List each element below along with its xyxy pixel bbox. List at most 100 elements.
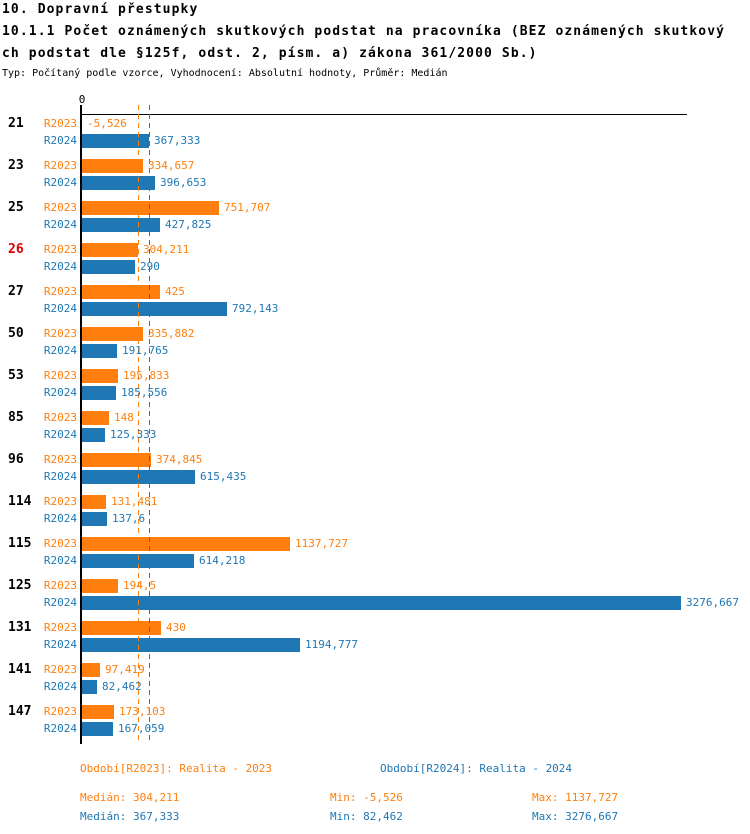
median-line-r2024 [149, 105, 150, 744]
category-label-114: 114 [8, 494, 32, 509]
bar-r2024-131 [82, 638, 300, 652]
bar-value-label: 131,481 [111, 495, 158, 508]
bar-value-label: 304,211 [143, 243, 190, 256]
bar-value-label: 195,833 [123, 369, 170, 382]
bar-r2024-141 [82, 680, 97, 694]
series-label-r2024: R2024 [43, 134, 77, 147]
series-label-r2023: R2023 [43, 579, 77, 592]
stat-min-r2023: Min: -5,526 [330, 791, 403, 804]
category-label-21: 21 [8, 116, 24, 131]
bar-value-label: 425 [165, 285, 185, 298]
y-axis-line [80, 105, 82, 744]
bar-r2023-27 [82, 285, 160, 299]
x-axis-line [80, 114, 687, 115]
bar-value-label: 194,5 [123, 579, 157, 592]
category-label-147: 147 [8, 704, 32, 719]
series-label-r2024: R2024 [43, 596, 77, 609]
bar-value-label: 148 [114, 411, 134, 424]
category-label-25: 25 [8, 200, 24, 215]
bar-value-label: 1137,727 [295, 537, 348, 550]
series-label-r2023: R2023 [43, 495, 77, 508]
series-label-r2023: R2023 [43, 327, 77, 340]
bar-r2024-26 [82, 260, 135, 274]
bar-value-label: 97,419 [105, 663, 145, 676]
bar-value-label: 427,825 [165, 218, 212, 231]
bar-value-label: 367,333 [154, 134, 201, 147]
series-label-r2024: R2024 [43, 554, 77, 567]
series-label-r2024: R2024 [43, 386, 77, 399]
bar-value-label: 374,845 [156, 453, 203, 466]
bar-r2023-53 [82, 369, 118, 383]
category-label-27: 27 [8, 284, 24, 299]
chart-subtitle: Typ: Počítaný podle vzorce, Vyhodnocení:… [2, 68, 448, 79]
bar-value-label: 792,143 [232, 302, 279, 315]
bar-r2023-96 [82, 453, 151, 467]
bar-r2024-53 [82, 386, 116, 400]
series-label-r2024: R2024 [43, 512, 77, 525]
series-label-r2024: R2024 [43, 428, 77, 441]
bar-r2023-23 [82, 159, 143, 173]
chart-title-line1: 10.1.1 Počet oznámených skutkových podst… [2, 24, 726, 39]
bar-r2023-26 [82, 243, 138, 257]
series-label-r2024: R2024 [43, 470, 77, 483]
series-label-r2024: R2024 [43, 302, 77, 315]
bar-r2024-27 [82, 302, 227, 316]
bar-value-label: 615,435 [200, 470, 247, 483]
category-label-96: 96 [8, 452, 24, 467]
chart-title-line2: ch podstat dle §125f, odst. 2, písm. a) … [2, 46, 538, 61]
series-label-r2023: R2023 [43, 159, 77, 172]
bar-value-label: 3276,667 [686, 596, 739, 609]
series-label-r2024: R2024 [43, 176, 77, 189]
bar-value-label: 173,103 [119, 705, 166, 718]
bar-value-label: 334,657 [148, 159, 195, 172]
bar-r2023-114 [82, 495, 106, 509]
bar-r2023-50 [82, 327, 143, 341]
category-label-26: 26 [8, 242, 24, 257]
category-label-141: 141 [8, 662, 32, 677]
bar-r2024-114 [82, 512, 107, 526]
bar-value-label: 191,765 [122, 344, 169, 357]
category-label-85: 85 [8, 410, 24, 425]
bar-r2024-21 [82, 134, 149, 148]
bar-r2024-50 [82, 344, 117, 358]
bar-value-label: 335,882 [148, 327, 195, 340]
bar-r2024-125 [82, 596, 681, 610]
bar-value-label: 185,556 [121, 386, 168, 399]
bar-value-label: 1194,777 [305, 638, 358, 651]
bar-r2023-141 [82, 663, 100, 677]
series-label-r2024: R2024 [43, 218, 77, 231]
category-label-23: 23 [8, 158, 24, 173]
bar-value-label: 396,653 [160, 176, 207, 189]
bar-r2024-147 [82, 722, 113, 736]
bar-r2023-115 [82, 537, 290, 551]
series-label-r2023: R2023 [43, 117, 77, 130]
stat-median-r2023: Medián: 304,211 [80, 791, 180, 804]
series-label-r2024: R2024 [43, 638, 77, 651]
series-label-r2023: R2023 [43, 243, 77, 256]
bar-value-label: 751,707 [224, 201, 271, 214]
legend-r2023-label: Období[R2023]: Realita - 2023 [80, 762, 273, 775]
stat-max-r2023: Max: 1137,727 [532, 791, 619, 804]
bar-value-label: 430 [166, 621, 186, 634]
series-label-r2023: R2023 [43, 621, 77, 634]
bar-r2023-125 [82, 579, 118, 593]
bar-r2024-85 [82, 428, 105, 442]
series-label-r2024: R2024 [43, 680, 77, 693]
legend-r2024-label: Období[R2024]: Realita - 2024 [380, 762, 573, 775]
bar-value-label: 614,218 [199, 554, 246, 567]
bar-r2024-23 [82, 176, 155, 190]
section-title: 10. Dopravní přestupky [2, 2, 199, 17]
category-label-131: 131 [8, 620, 32, 635]
series-label-r2023: R2023 [43, 453, 77, 466]
series-label-r2023: R2023 [43, 285, 77, 298]
bar-r2023-147 [82, 705, 114, 719]
median-line-r2023 [138, 105, 139, 744]
series-label-r2023: R2023 [43, 201, 77, 214]
axis-zero-label: 0 [78, 93, 86, 106]
series-label-r2023: R2023 [43, 537, 77, 550]
category-label-53: 53 [8, 368, 24, 383]
stat-median-r2024: Medián: 367,333 [80, 810, 180, 823]
bar-value-label: 137,6 [112, 512, 146, 525]
category-label-50: 50 [8, 326, 24, 341]
bar-r2023-25 [82, 201, 219, 215]
